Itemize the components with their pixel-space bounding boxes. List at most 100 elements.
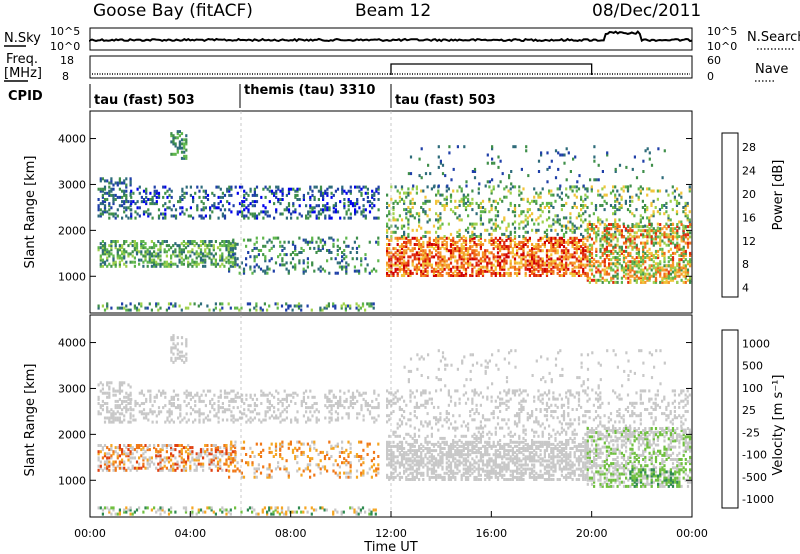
power-cell (439, 271, 442, 275)
power-cell (108, 252, 111, 256)
power-cell (644, 280, 647, 284)
power-cell (296, 193, 299, 197)
power-cell (507, 189, 510, 193)
power-cell (392, 263, 395, 267)
velocity-cell (170, 444, 173, 447)
power-cell (488, 185, 491, 189)
power-cell (684, 251, 687, 255)
power-cell (121, 195, 124, 199)
power-cell (206, 193, 210, 197)
power-cell (565, 265, 568, 269)
power-cell (110, 206, 113, 210)
power-cell (663, 235, 666, 239)
power-cell (281, 259, 284, 263)
velocity-cell (148, 456, 151, 460)
velocity-cell (148, 458, 151, 462)
power-cell (437, 218, 440, 222)
power-cell (315, 214, 318, 218)
power-cell (103, 210, 107, 214)
power-cell (209, 214, 212, 218)
power-cell (302, 267, 305, 271)
power-cell (193, 240, 196, 243)
power-cell (644, 204, 647, 207)
power-cell (238, 185, 242, 189)
power-cell (232, 261, 235, 265)
power-cell (486, 153, 489, 157)
power-cell (477, 235, 480, 238)
power-cell (567, 226, 570, 230)
power-cell (625, 165, 628, 169)
velocity-cell (99, 464, 102, 468)
power-cell (665, 280, 668, 284)
velocity-cell (121, 460, 124, 464)
velocity-cell (330, 406, 333, 410)
velocity-cell (281, 410, 284, 414)
power-cell (145, 187, 148, 191)
power-cell (413, 247, 416, 251)
power-cell (407, 240, 410, 244)
power-cell (439, 193, 442, 197)
power-cell (460, 187, 463, 191)
velocity-cell (172, 466, 175, 470)
power-cell (654, 268, 658, 272)
power-cell (571, 230, 574, 234)
power-cell (637, 266, 640, 270)
velocity-cell (197, 462, 200, 466)
power-cell (236, 306, 239, 310)
power-cell (174, 214, 178, 218)
power-cell (605, 266, 608, 270)
velocity-cell (103, 454, 107, 458)
power-cell (420, 271, 423, 275)
power-cell (180, 156, 184, 160)
power-cell (588, 264, 591, 268)
power-cell (279, 189, 282, 193)
power-cell (603, 233, 606, 237)
power-cell (178, 144, 181, 148)
velocity-cell (153, 395, 156, 399)
power-cell (620, 264, 623, 268)
power-cell (560, 251, 563, 255)
power-cell (447, 267, 450, 271)
power-cell (577, 263, 581, 267)
power-cell (629, 264, 632, 268)
power-cell (616, 266, 619, 270)
power-cell (403, 245, 406, 249)
power-cell (458, 247, 461, 251)
velocity-cell (195, 464, 198, 468)
power-cell (424, 230, 427, 234)
power-cell (565, 224, 568, 228)
power-cell (356, 210, 359, 214)
power-cell (616, 251, 619, 255)
velocity-cell (266, 406, 269, 410)
power-cell (108, 202, 111, 206)
power-cell (490, 267, 493, 271)
cpid-row: CPID tau (fast) 503 themis (tau) 3310 ta… (8, 83, 496, 108)
power-cell (571, 271, 574, 275)
power-cell (614, 210, 617, 214)
power-colorbar-label: Power [dB] (771, 160, 786, 231)
power-cell (601, 231, 604, 235)
power-cell (535, 199, 538, 203)
velocity-cell (258, 418, 261, 422)
velocity-cell (182, 446, 185, 450)
power-cell (550, 259, 553, 263)
power-cell (291, 240, 295, 244)
power-cell (605, 245, 608, 249)
velocity-cell (108, 410, 111, 414)
power-cell (573, 224, 576, 228)
power-cell (231, 246, 234, 250)
velocity-cell (108, 452, 111, 456)
velocity-cell (219, 458, 222, 462)
power-cell (185, 208, 188, 212)
power-cell (627, 225, 630, 229)
power-cell (176, 244, 179, 248)
power-cell (125, 308, 128, 312)
power-cell (213, 204, 216, 208)
power-cell (550, 267, 553, 271)
power-cell (678, 270, 681, 274)
power-cell (262, 210, 265, 214)
power-cell (567, 240, 570, 244)
velocity-cell (140, 410, 143, 414)
velocity-cell (125, 395, 128, 399)
power-cell (441, 265, 444, 269)
